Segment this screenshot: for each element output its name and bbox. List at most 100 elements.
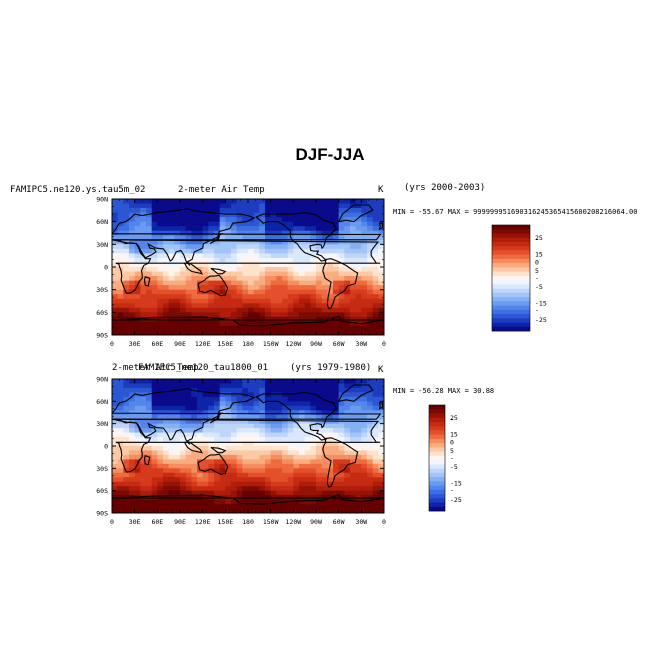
field-cell xyxy=(321,321,328,327)
field-cell xyxy=(287,437,294,442)
field-cell xyxy=(316,267,323,272)
field-cell xyxy=(248,325,255,331)
field-cell xyxy=(151,432,158,438)
field-cell xyxy=(327,383,334,389)
field-cell xyxy=(310,450,317,456)
field-cell xyxy=(242,437,249,442)
field-cell xyxy=(333,383,340,389)
field-cell xyxy=(219,321,226,327)
field-cell xyxy=(146,226,153,232)
field-cell xyxy=(214,289,221,295)
field-cell xyxy=(338,423,345,429)
field-cell xyxy=(157,280,164,286)
field-cell xyxy=(168,212,175,218)
field-cell xyxy=(157,459,164,465)
field-cell xyxy=(157,312,164,318)
field-cell xyxy=(265,477,272,483)
field-cell xyxy=(299,454,306,460)
field-cell xyxy=(174,235,181,241)
x-tick-label: 0 xyxy=(382,518,386,526)
field-cell xyxy=(378,199,384,204)
field-cell xyxy=(259,248,266,254)
field-cell xyxy=(248,499,255,505)
field-cell xyxy=(231,383,238,389)
field-cell xyxy=(168,267,175,272)
field-cell xyxy=(231,454,238,460)
field-cell xyxy=(327,199,334,204)
field-cell xyxy=(163,441,170,447)
field-cell xyxy=(265,508,272,513)
field-cell xyxy=(265,330,272,335)
field-cell xyxy=(367,392,374,398)
field-cell xyxy=(146,330,153,335)
field-cell xyxy=(208,401,215,407)
field-cell xyxy=(231,321,238,327)
field-cell xyxy=(248,459,255,465)
field-cell xyxy=(253,262,260,268)
field-cell xyxy=(287,244,294,250)
field-cell xyxy=(276,490,283,496)
field-cell xyxy=(372,387,379,393)
field-cell xyxy=(265,423,272,429)
field-cell xyxy=(197,450,204,456)
panel-bottom-stats: MIN = -56.28 MAX = 30.88 xyxy=(393,387,494,395)
field-cell xyxy=(310,410,317,416)
field-cell xyxy=(208,468,215,474)
field-cell xyxy=(208,454,215,460)
field-cell xyxy=(197,454,204,460)
field-cell xyxy=(287,441,294,447)
field-cell xyxy=(219,446,226,451)
field-cell xyxy=(248,248,255,254)
field-cell xyxy=(208,235,215,241)
field-cell xyxy=(372,330,379,335)
map-panel-top: FAMIPC5.ne120.ys.tau5m_02 2-meter Air Te… xyxy=(10,183,637,348)
field-cell xyxy=(350,432,357,438)
field-cell xyxy=(140,203,147,209)
x-tick-label: 30W xyxy=(355,340,367,348)
field-cell xyxy=(214,226,221,232)
field-cell xyxy=(361,437,368,442)
field-cell xyxy=(123,298,130,304)
field-cell xyxy=(304,477,311,483)
field-cell xyxy=(259,504,266,509)
colorbar-swatch xyxy=(492,241,530,247)
coastlines xyxy=(112,384,384,505)
field-cell xyxy=(259,499,266,505)
field-cell xyxy=(304,298,311,304)
field-cell xyxy=(185,271,192,277)
field-cell xyxy=(299,208,306,213)
y-tick-label: 60N xyxy=(96,218,108,226)
field-cell xyxy=(355,217,362,223)
field-cell xyxy=(197,405,204,411)
field-cell xyxy=(344,437,351,442)
field-cell xyxy=(248,321,255,327)
field-cell xyxy=(253,441,260,447)
field-cell xyxy=(123,244,130,250)
field-cell xyxy=(146,203,153,209)
field-cell xyxy=(248,450,255,456)
colorbar-swatch xyxy=(492,229,530,234)
field-cell xyxy=(259,244,266,250)
field-cell xyxy=(157,253,164,259)
field-cell xyxy=(293,325,300,331)
field-cell xyxy=(174,262,181,268)
field-cell xyxy=(287,321,294,327)
field-cell xyxy=(123,325,130,331)
field-cell xyxy=(129,450,136,456)
field-cell xyxy=(287,401,294,407)
field-cell xyxy=(270,472,277,478)
field-cell xyxy=(231,316,238,322)
field-cell xyxy=(129,253,136,259)
field-cell xyxy=(197,481,204,487)
field-cell xyxy=(327,428,334,433)
field-cell xyxy=(327,419,334,425)
field-cell xyxy=(338,253,345,259)
field-cell xyxy=(350,441,357,447)
field-cell xyxy=(276,316,283,322)
field-cell xyxy=(202,312,209,318)
field-cell xyxy=(168,459,175,465)
field-cell xyxy=(225,477,232,483)
field-cell xyxy=(282,226,289,232)
field-cell xyxy=(180,307,187,313)
field-cell xyxy=(180,239,187,245)
